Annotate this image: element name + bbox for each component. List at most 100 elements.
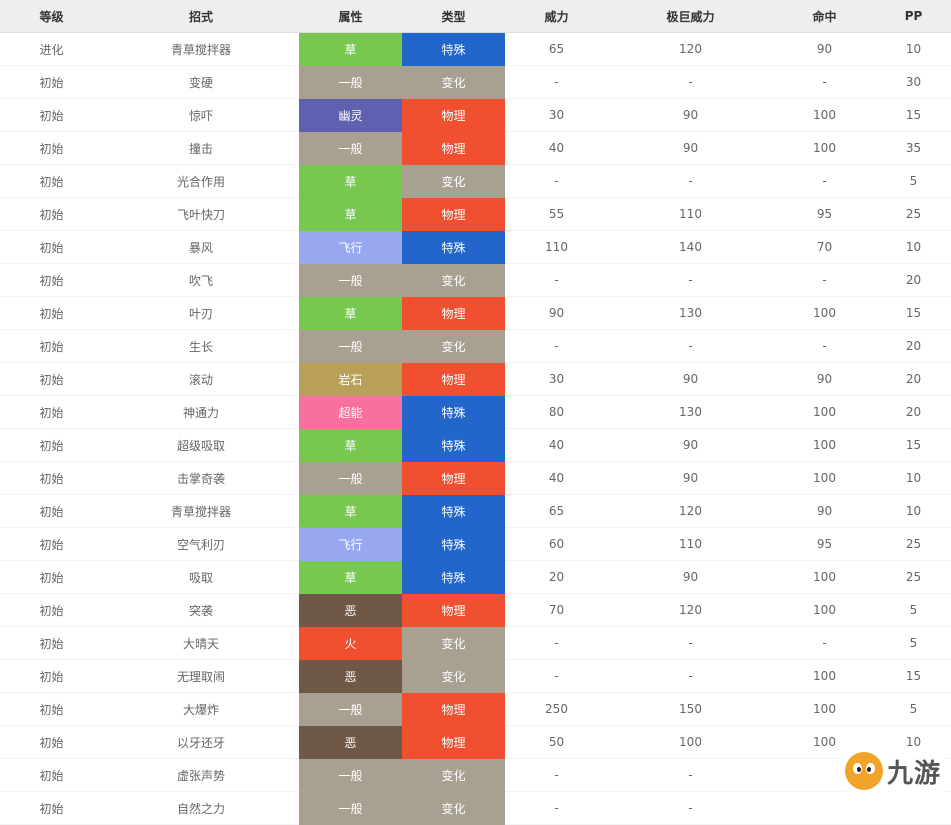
header-level: 等级 <box>0 0 103 33</box>
pp-cell: 10 <box>876 461 951 495</box>
accuracy-cell: 100 <box>773 98 876 132</box>
power-cell: - <box>505 626 608 660</box>
table-row: 初始 大爆炸 一般 物理 250 150 100 5 <box>0 692 951 726</box>
pp-cell: 25 <box>876 197 951 231</box>
category-cell: 物理 <box>402 197 505 231</box>
level-cell: 初始 <box>0 593 103 627</box>
type-cell: 恶 <box>299 593 402 627</box>
category-cell: 变化 <box>402 164 505 198</box>
max-power-cell: 90 <box>608 362 773 396</box>
max-power-cell: - <box>608 659 773 693</box>
type-cell: 一般 <box>299 461 402 495</box>
category-cell: 物理 <box>402 461 505 495</box>
accuracy-cell: 100 <box>773 131 876 165</box>
category-cell: 变化 <box>402 626 505 660</box>
type-cell: 火 <box>299 626 402 660</box>
pp-cell: 15 <box>876 428 951 462</box>
pp-cell: 25 <box>876 560 951 594</box>
level-cell: 初始 <box>0 164 103 198</box>
level-cell: 初始 <box>0 758 103 792</box>
max-power-cell: - <box>608 164 773 198</box>
table-row: 初始 青草搅拌器草特殊 65 120 90 10 <box>0 494 951 528</box>
power-cell: 30 <box>505 98 608 132</box>
table-row: 初始 突袭恶物理 70 120 100 5 <box>0 593 951 627</box>
table-row: 初始 滚动 岩石 物理 30 90 90 20 <box>0 362 951 396</box>
max-power-cell: 110 <box>608 527 773 561</box>
accuracy-cell: - <box>773 626 876 660</box>
power-cell: 50 <box>505 725 608 759</box>
type-cell: 恶 <box>299 659 402 693</box>
accuracy-cell: - <box>773 65 876 99</box>
accuracy-cell: - <box>773 164 876 198</box>
move-cell: 大爆炸 <box>103 692 299 726</box>
header-type: 属性 <box>299 0 402 33</box>
jiuyou-logo-icon <box>844 752 883 790</box>
table-row: 初始 空气利刃 飞行 特殊 60 110 95 25 <box>0 527 951 561</box>
max-power-cell: 90 <box>608 428 773 462</box>
category-cell: 特殊 <box>402 494 505 528</box>
max-power-cell: 100 <box>608 725 773 759</box>
accuracy-cell: 100 <box>773 659 876 693</box>
pp-cell <box>876 791 951 825</box>
level-cell: 初始 <box>0 428 103 462</box>
max-power-cell: - <box>608 626 773 660</box>
move-cell: 突袭 <box>103 593 299 627</box>
table-row: 初始 虚张声势 一般 变化 - - <box>0 758 951 792</box>
level-cell: 初始 <box>0 659 103 693</box>
pp-cell: 10 <box>876 32 951 66</box>
power-cell: - <box>505 164 608 198</box>
accuracy-cell <box>773 791 876 825</box>
move-cell: 光合作用 <box>103 164 299 198</box>
table-row: 初始 吸取草特殊 20 90 100 25 <box>0 560 951 594</box>
accuracy-cell: 100 <box>773 428 876 462</box>
header-max-power: 极巨威力 <box>608 0 773 33</box>
power-cell: 20 <box>505 560 608 594</box>
table-row: 初始 神通力 超能 特殊 80 130 100 20 <box>0 395 951 429</box>
accuracy-cell: 100 <box>773 395 876 429</box>
category-cell: 变化 <box>402 758 505 792</box>
level-cell: 初始 <box>0 626 103 660</box>
max-power-cell: 150 <box>608 692 773 726</box>
accuracy-cell: 70 <box>773 230 876 264</box>
power-cell: 80 <box>505 395 608 429</box>
max-power-cell: 140 <box>608 230 773 264</box>
category-cell: 特殊 <box>402 527 505 561</box>
power-cell: 40 <box>505 131 608 165</box>
header-move: 招式 <box>103 0 299 33</box>
level-cell: 初始 <box>0 296 103 330</box>
move-cell: 以牙还牙 <box>103 725 299 759</box>
max-power-cell: 90 <box>608 461 773 495</box>
type-cell: 一般 <box>299 692 402 726</box>
level-cell: 初始 <box>0 560 103 594</box>
watermark: 九游 <box>840 750 945 792</box>
type-cell: 一般 <box>299 131 402 165</box>
max-power-cell: 120 <box>608 494 773 528</box>
category-cell: 变化 <box>402 263 505 297</box>
power-cell: - <box>505 65 608 99</box>
level-cell: 初始 <box>0 494 103 528</box>
type-cell: 草 <box>299 560 402 594</box>
pp-cell: 10 <box>876 494 951 528</box>
table-row: 初始 惊吓 幽灵 物理 30 90 100 15 <box>0 98 951 132</box>
power-cell: 110 <box>505 230 608 264</box>
level-cell: 初始 <box>0 791 103 825</box>
level-cell: 初始 <box>0 527 103 561</box>
category-cell: 变化 <box>402 659 505 693</box>
type-cell: 飞行 <box>299 230 402 264</box>
move-cell: 变硬 <box>103 65 299 99</box>
category-cell: 特殊 <box>402 395 505 429</box>
accuracy-cell: 90 <box>773 362 876 396</box>
category-cell: 物理 <box>402 296 505 330</box>
move-cell: 击掌奇袭 <box>103 461 299 495</box>
type-cell: 草 <box>299 428 402 462</box>
max-power-cell: - <box>608 329 773 363</box>
power-cell: 40 <box>505 461 608 495</box>
move-cell: 惊吓 <box>103 98 299 132</box>
category-cell: 物理 <box>402 98 505 132</box>
table-row: 初始 自然之力 一般 变化 - - <box>0 791 951 825</box>
type-cell: 一般 <box>299 263 402 297</box>
move-cell: 空气利刃 <box>103 527 299 561</box>
power-cell: 90 <box>505 296 608 330</box>
level-cell: 初始 <box>0 725 103 759</box>
accuracy-cell: 100 <box>773 560 876 594</box>
